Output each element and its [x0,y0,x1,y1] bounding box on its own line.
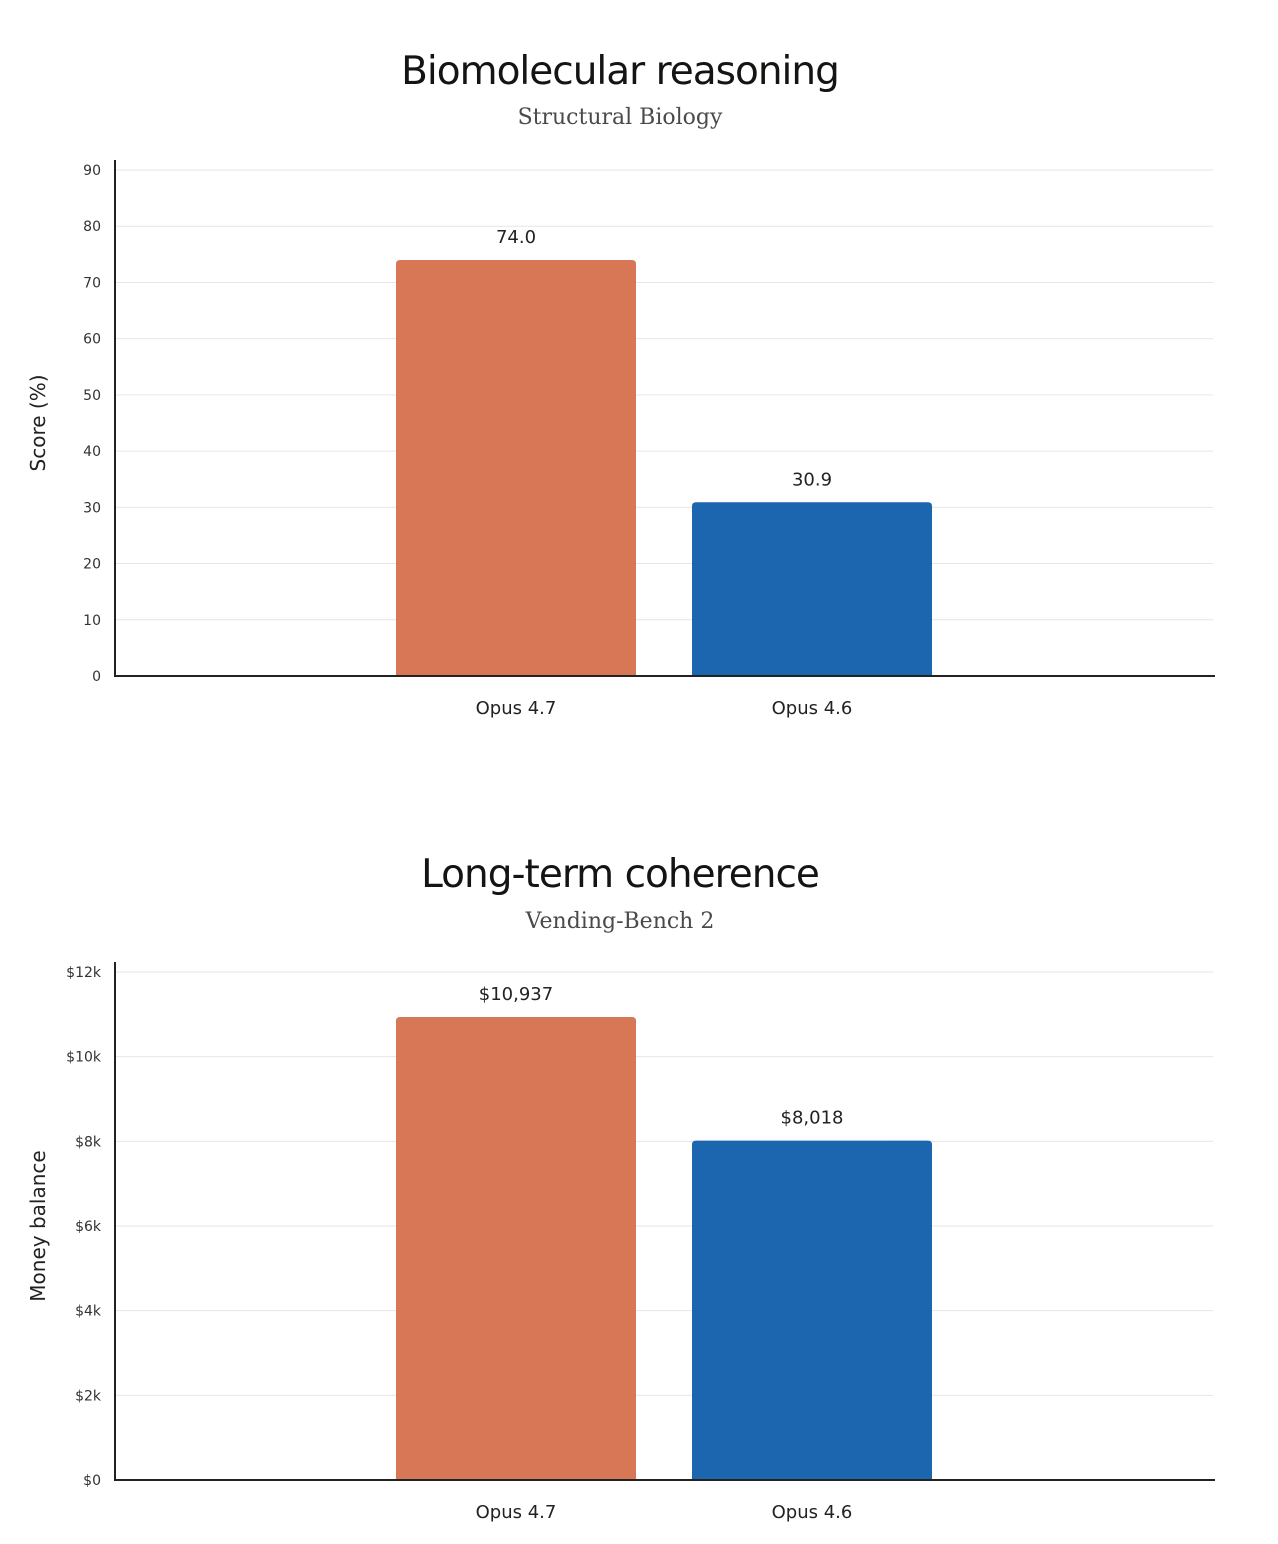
chart-subtitle: Structural Biology [518,105,723,130]
x-tick-label: Opus 4.7 [476,1502,557,1523]
y-tick-label: $0 [83,1473,101,1489]
y-tick-label: 20 [83,557,101,573]
y-tick-label: $4k [75,1304,102,1320]
plot-area: $0 $2k $4k $6k $8k $10k $12k $10,937 Opus 4.7 $8,… [66,962,1215,1523]
y-tick-label: $2k [75,1388,102,1404]
y-tick-label: 60 [83,332,101,348]
y-tick-label: 50 [83,388,101,404]
y-tick-label: 70 [83,275,101,291]
y-tick-label: $6k [75,1219,102,1235]
chart-title: Biomolecular reasoning [401,49,839,94]
plot-area: 0 10 20 30 40 50 60 70 80 90 74.0 Opus 4.7 30.9 Opus … [83,160,1215,719]
y-tick-label: 80 [83,219,101,235]
x-tick-label: Opus 4.6 [772,698,853,719]
data-label: $8,018 [781,1108,844,1129]
y-tick-label: $10k [66,1050,102,1066]
x-tick-label: Opus 4.6 [772,1502,853,1523]
y-axis-title: Money balance [26,1150,50,1301]
y-tick-label: 90 [83,163,101,179]
chart-long-term-coherence: Long-term coherence Vending-Bench 2 Mone… [26,852,1215,1523]
data-label: 74.0 [496,227,536,248]
y-tick-label: 0 [92,669,101,685]
bar-opus-4-7 [396,1017,636,1480]
data-label: 30.9 [792,469,832,490]
y-tick-label: 10 [83,613,101,629]
bar-opus-4-7 [396,259,636,676]
y-tick-label: $8k [75,1134,102,1150]
y-axis-title: Score (%) [26,375,50,472]
bar-opus-4-6 [692,502,932,676]
chart-biomolecular-reasoning: Biomolecular reasoning Structural Biolog… [26,49,1215,719]
x-tick-label: Opus 4.7 [476,698,557,719]
chart-title: Long-term coherence [421,852,819,897]
y-tick-label: 30 [83,500,101,516]
data-label: $10,937 [479,984,553,1005]
y-tick-label: 40 [83,444,101,460]
chart-subtitle: Vending-Bench 2 [525,909,715,934]
bar-opus-4-6 [692,1140,932,1480]
y-tick-label: $12k [66,965,102,981]
